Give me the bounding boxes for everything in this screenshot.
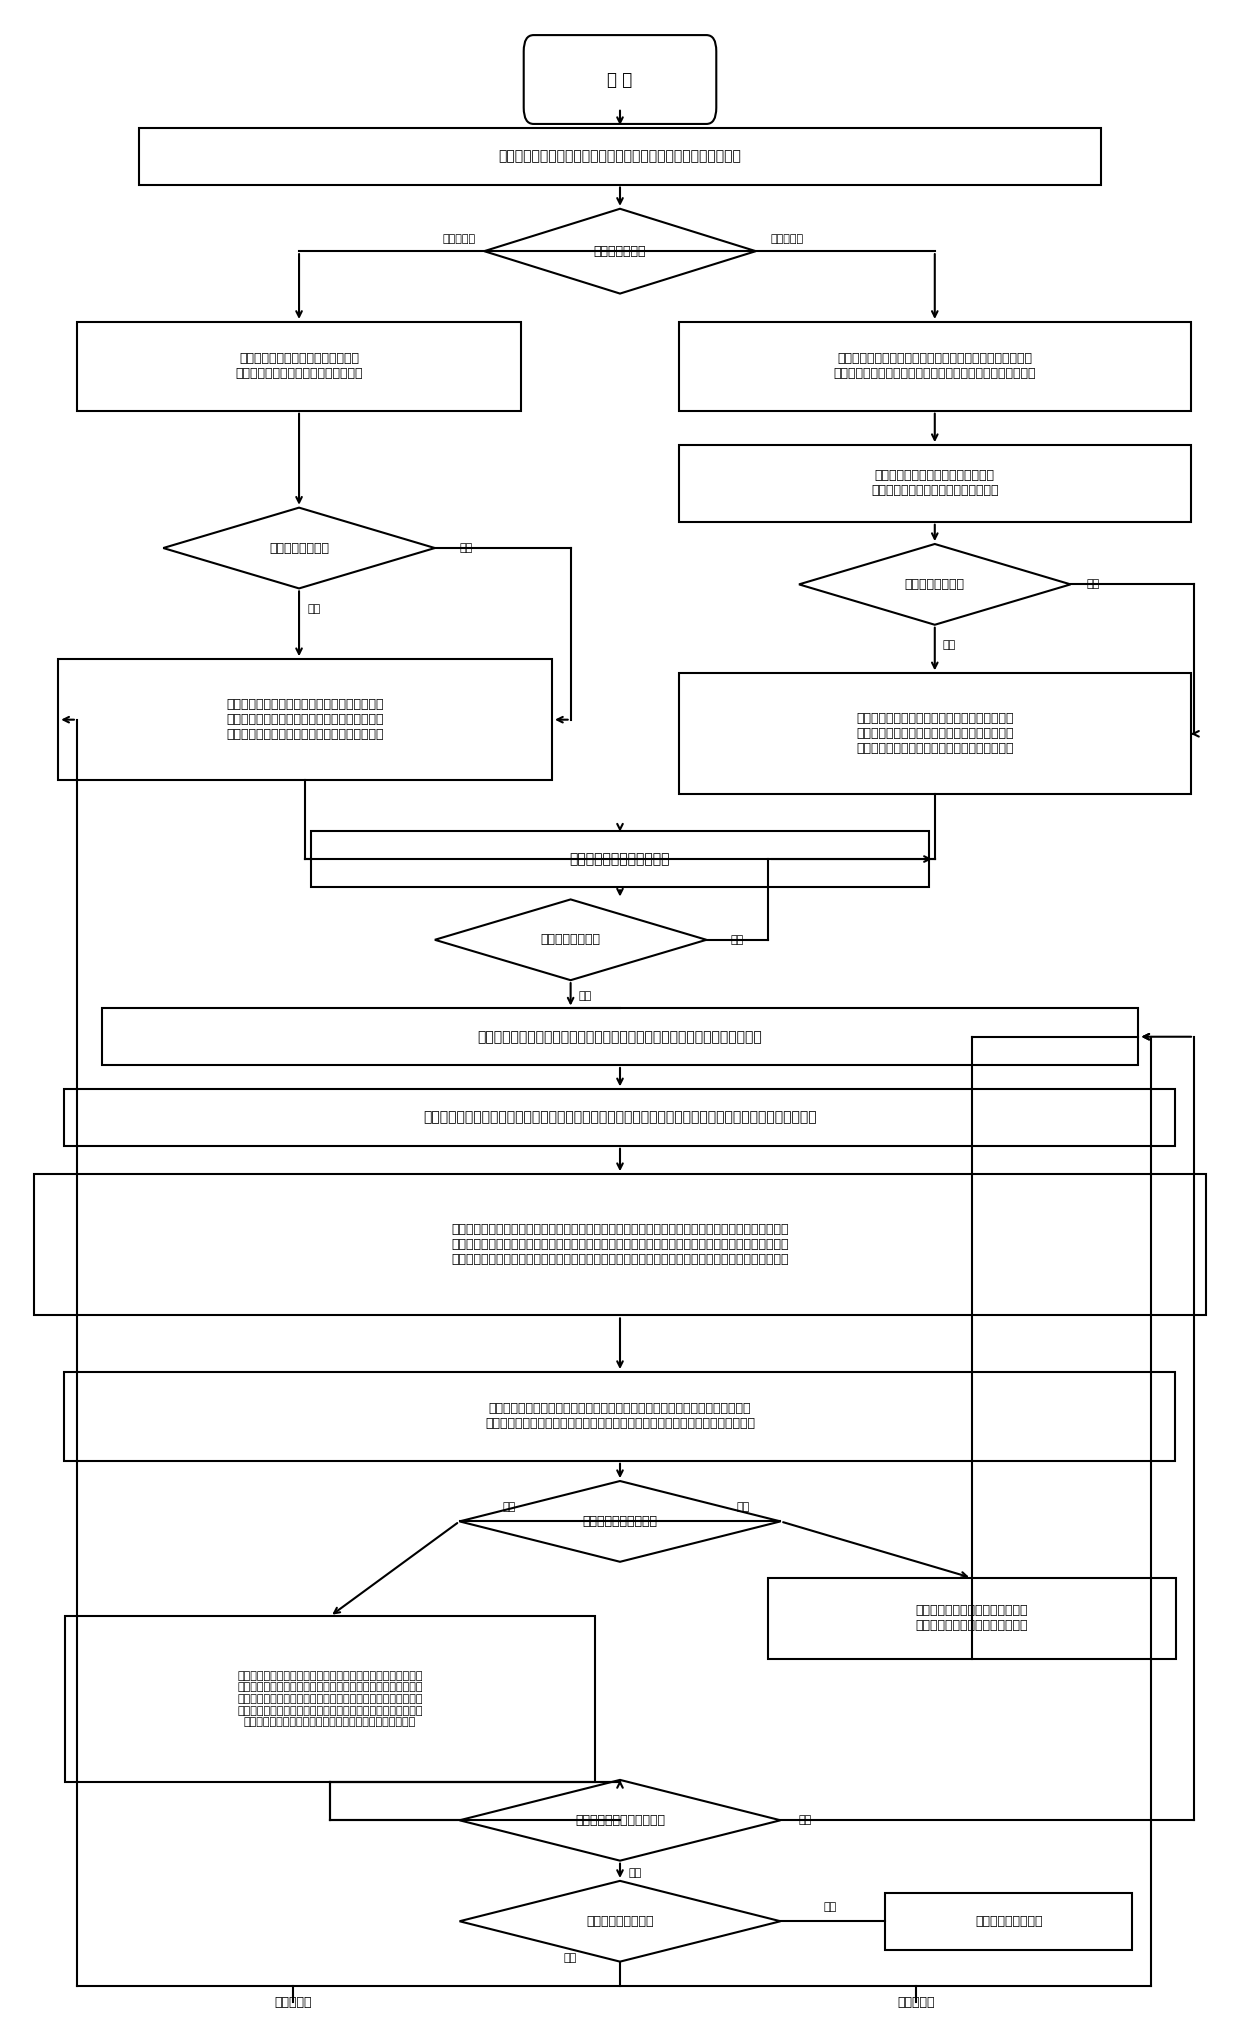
Polygon shape <box>435 899 707 980</box>
Text: 在控制终端添加所有试验工况的目标
波浪参数到待修正列表中并启动修波。: 在控制终端添加所有试验工况的目标 波浪参数到待修正列表中并启动修波。 <box>236 352 363 381</box>
Polygon shape <box>460 1881 780 1962</box>
Bar <box>33 1174 1207 1316</box>
Polygon shape <box>164 508 435 589</box>
Polygon shape <box>799 545 1070 626</box>
Bar <box>64 1373 1176 1460</box>
Text: 通过浪高仪采集浪高数据。: 通过浪高仪采集浪高数据。 <box>569 853 671 867</box>
Bar <box>768 1577 1176 1658</box>
Bar <box>139 128 1101 184</box>
Text: 选择控制方式。: 选择控制方式。 <box>594 245 646 257</box>
Bar <box>64 1616 595 1782</box>
Text: 存储此次实际波浪数据和输入波浪参数，并把输入波浪参数作为
最终结果通过互联网传输给控制终端，同时云服务器通过微信小
程序服务器发送模版消息的接口，把最终结果通过: 存储此次实际波浪数据和输入波浪参数，并把输入波浪参数作为 最终结果通过互联网传输… <box>237 1671 423 1727</box>
Text: 远程控制。: 远程控制。 <box>898 1995 935 2009</box>
Text: 打开系统电源和波浪智能修正系统软件，系统进入待机检测状态。: 打开系统电源和波浪智能修正系统软件，系统进入待机检测状态。 <box>498 150 742 164</box>
Text: 否。: 否。 <box>799 1814 812 1825</box>
Text: 云服务器按顺序在待修正列表中取一个工况的目
标波浪参数通过互联网发送给控制终端，控制终
端收到目标波浪参数后暂时屏蔽现场控制方式。: 云服务器按顺序在待修正列表中取一个工况的目 标波浪参数通过互联网发送给控制终端，… <box>856 713 1013 755</box>
Text: 是否现场屏蔽？。: 是否现场屏蔽？。 <box>269 541 329 555</box>
Text: 系统回到待机状态。: 系统回到待机状态。 <box>975 1916 1043 1928</box>
Bar <box>58 658 552 780</box>
Bar <box>885 1893 1132 1950</box>
Bar <box>77 322 521 411</box>
Bar <box>64 1089 1176 1146</box>
Text: 云服务器计算出下次的输入波浪参
数并通过互联网传输给控制终端。: 云服务器计算出下次的输入波浪参 数并通过互联网传输给控制终端。 <box>915 1604 1028 1632</box>
Text: 是。: 是。 <box>730 936 744 946</box>
Text: 是。: 是。 <box>629 1867 641 1877</box>
Text: 利用移动终端通过移动互联网登录智能修波微信小程序，添
加所有试验工况的目标波浪参数到待修正列表中并启动修波。: 利用移动终端通过移动互联网登录智能修波微信小程序，添 加所有试验工况的目标波浪参… <box>833 352 1037 381</box>
Text: 运动控制器按照接收的运动指令发送运动数据信号给造波机的驱动器，驱动造波机的推板运动，造出波浪。: 运动控制器按照接收的运动指令发送运动数据信号给造波机的驱动器，驱动造波机的推板运… <box>423 1110 817 1124</box>
Text: 控制终端收到最终结果？。: 控制终端收到最终结果？。 <box>575 1814 665 1827</box>
Bar <box>678 446 1190 522</box>
Text: 是。: 是。 <box>308 603 320 614</box>
Text: 误差满足试验要求？。: 误差满足试验要求？。 <box>583 1515 657 1529</box>
Polygon shape <box>460 1780 780 1861</box>
Text: 按照输入波浪参数计量造波机推板运动的数值，发送运动指令给运动控制器。: 按照输入波浪参数计量造波机推板运动的数值，发送运动指令给运动控制器。 <box>477 1031 763 1043</box>
Text: 否。: 否。 <box>459 543 472 553</box>
Bar <box>678 672 1190 794</box>
Text: 否。: 否。 <box>1086 579 1100 589</box>
Polygon shape <box>460 1480 780 1561</box>
Text: 浪高仪实时测量波浪高度，浪高信号反馈给控制终端进行采集，控制终端对采集到的波浪数据进行实时
监测，如果超过造波机的造波能力范围则发送指令立即停止造波，同时通过互: 浪高仪实时测量波浪高度，浪高信号反馈给控制终端进行采集，控制终端对采集到的波浪数… <box>451 1223 789 1266</box>
Text: 智能修波微信小程序通过移动互联网
把目标波浪参数列表发送给云服务器。: 智能修波微信小程序通过移动互联网 把目标波浪参数列表发送给云服务器。 <box>870 470 998 498</box>
Text: 现场控制。: 现场控制。 <box>274 1995 311 2009</box>
Text: 是否远程屏蔽？。: 是否远程屏蔽？。 <box>905 577 965 591</box>
Text: 否。: 否。 <box>737 1503 750 1513</box>
Text: 否。: 否。 <box>564 1952 578 1962</box>
Text: 是。: 是。 <box>942 640 956 650</box>
Bar <box>311 830 929 887</box>
Text: 远程控制。: 远程控制。 <box>770 235 804 245</box>
Text: 是否消波完成？。: 是否消波完成？。 <box>541 934 600 946</box>
Text: 开 始: 开 始 <box>608 71 632 89</box>
Text: 是。: 是。 <box>502 1503 516 1513</box>
Text: 现场控制。: 现场控制。 <box>443 235 476 245</box>
FancyBboxPatch shape <box>523 34 717 124</box>
Text: 是。: 是。 <box>823 1901 837 1912</box>
Text: 波浪智能修正系统软件按顺序在待修正列表中取
一个工况的目标波浪参数进行修波，暂时屏蔽远
程控制方式并将目标波浪参数上传到云服务器。: 波浪智能修正系统软件按顺序在待修正列表中取 一个工况的目标波浪参数进行修波，暂时… <box>227 699 384 741</box>
Text: 造波结束后，波浪智能修正系统软件把采集到的实际波浪数据通过互联网上传到
云服务器，云服务器通过智能比对算法将实际波浪数据与目标波浪数据进行比对。: 造波结束后，波浪智能修正系统软件把采集到的实际波浪数据通过互联网上传到 云服务器… <box>485 1403 755 1430</box>
Polygon shape <box>484 209 756 294</box>
Text: 否。: 否。 <box>579 992 591 1000</box>
Bar <box>678 322 1190 411</box>
Text: 待修正列表为空？。: 待修正列表为空？。 <box>587 1916 653 1928</box>
Bar <box>102 1008 1138 1065</box>
